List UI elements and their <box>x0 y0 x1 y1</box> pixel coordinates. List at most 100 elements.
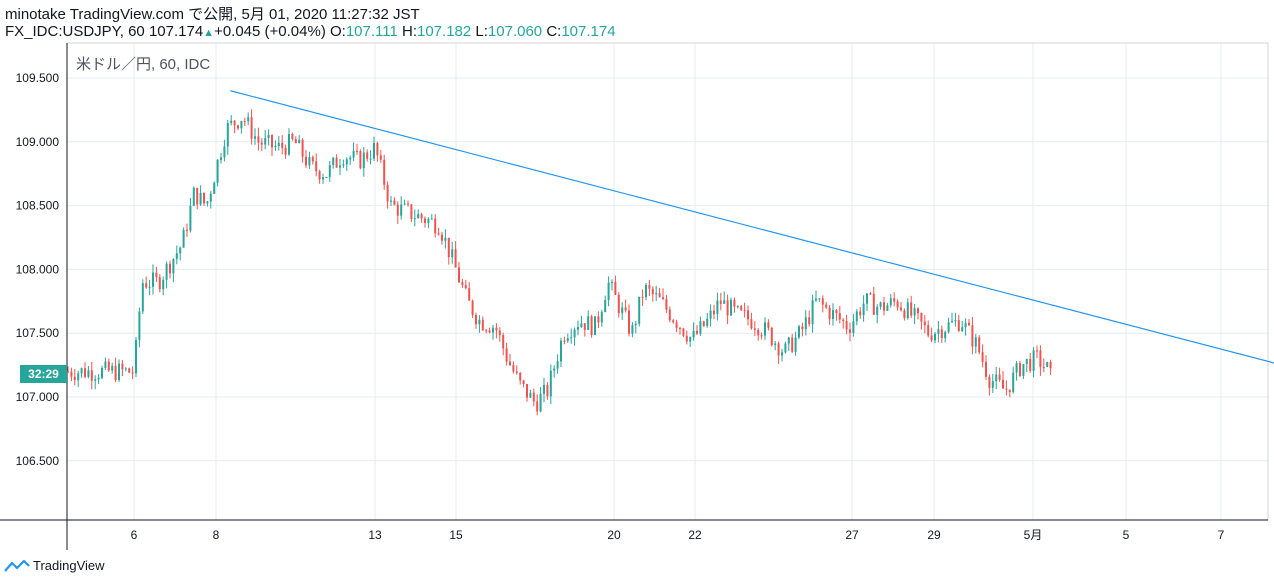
trendline-layer[interactable] <box>230 90 1274 395</box>
tradingview-logo-icon <box>4 559 30 572</box>
candle-body <box>417 214 420 219</box>
candle-body <box>760 335 763 337</box>
candle-body <box>475 315 477 325</box>
candle-body <box>328 165 331 178</box>
candle-body <box>777 343 780 356</box>
candle-body <box>447 237 450 258</box>
candle-body <box>434 218 437 234</box>
candle-body <box>84 368 86 377</box>
candle-body <box>403 203 406 205</box>
candle-body <box>764 322 766 336</box>
candle-body <box>954 320 957 322</box>
candle-body <box>566 338 569 341</box>
candle-body <box>271 135 273 148</box>
candle-body <box>1036 350 1038 352</box>
candle-body <box>454 249 457 268</box>
candle-body <box>352 150 355 158</box>
candle-body <box>80 368 83 374</box>
candle-body <box>536 401 539 412</box>
candle-body <box>689 337 692 342</box>
candle-body <box>390 200 392 202</box>
x-tick-label: 27 <box>845 528 859 542</box>
candle-body <box>458 267 460 283</box>
candle-body <box>594 316 596 336</box>
candle-body <box>512 365 515 372</box>
candle-body <box>821 298 824 305</box>
candle-body <box>811 300 814 325</box>
candle-body <box>893 298 896 302</box>
candle-body <box>97 377 100 380</box>
candle-body <box>1022 364 1025 376</box>
candle-body <box>876 306 879 315</box>
candle-body <box>464 285 467 289</box>
candle-body <box>985 361 987 377</box>
candle-body <box>930 335 933 341</box>
candle-body <box>940 329 943 339</box>
candle-body <box>94 379 97 381</box>
chart-container[interactable]: 109.500 109.000 108.500 108.000 107.500 107.0… <box>0 40 1274 550</box>
candle-body <box>495 327 498 331</box>
candle-body <box>784 343 787 353</box>
candle-body <box>974 337 977 347</box>
candle-body <box>277 142 280 147</box>
candle-body <box>427 219 430 224</box>
candle-body <box>223 146 226 158</box>
candle-body <box>672 320 675 323</box>
grid <box>67 43 1268 520</box>
candle-body <box>430 218 433 220</box>
candle-body <box>740 306 743 310</box>
candle-body <box>1015 363 1018 373</box>
candle-body <box>736 306 739 308</box>
candle-body <box>298 139 301 144</box>
candle-body <box>991 381 994 388</box>
candle-body <box>1012 372 1015 393</box>
publish-info-text: minotake TradingView.com で公開, 5月 01, 202… <box>5 6 420 23</box>
candle-body <box>502 335 505 349</box>
candle-body <box>230 120 233 124</box>
candle-body <box>498 330 501 336</box>
candle-body <box>733 300 736 307</box>
candle-body <box>393 200 396 205</box>
candle-body <box>366 152 369 159</box>
candle-body <box>699 321 702 334</box>
price-chart[interactable]: 109.500 109.000 108.500 108.000 107.500 107.0… <box>0 40 1274 550</box>
candle-body <box>345 159 348 165</box>
candle-body <box>791 337 794 352</box>
symbol-info: FX_IDC:USDJPY, 60 107.174 <box>5 23 204 40</box>
open-value: 107.111 <box>345 23 398 40</box>
candle-body <box>971 325 974 347</box>
candle-body <box>529 392 532 398</box>
candle-body <box>488 330 491 333</box>
candle-body <box>243 121 246 123</box>
candle-body <box>240 121 243 129</box>
high-value: 107.182 <box>417 23 472 40</box>
candle-body <box>964 322 967 328</box>
candle-body <box>981 352 984 362</box>
candle-body <box>570 337 573 339</box>
candle-body <box>651 288 654 295</box>
candle-body <box>519 372 522 381</box>
candle-body <box>546 384 549 397</box>
candle-body <box>461 282 464 286</box>
y-tick-label: 107.000 <box>16 390 60 404</box>
trendline[interactable] <box>230 90 1274 395</box>
candle-body <box>373 142 375 159</box>
footer-branding[interactable]: TradingView <box>4 558 105 573</box>
candle-body <box>835 310 838 314</box>
candle-body <box>213 182 216 194</box>
candle-body <box>556 361 559 369</box>
candle-body <box>400 204 403 216</box>
candle-body <box>192 187 195 206</box>
candle-body <box>825 304 828 308</box>
candle-body <box>158 277 161 290</box>
footer-brand: TradingView <box>33 558 105 573</box>
candle-body <box>889 298 892 306</box>
candle-body <box>692 330 695 338</box>
candle-body <box>379 155 382 160</box>
candle-body <box>770 327 773 345</box>
candle-body <box>104 361 107 368</box>
candle-body <box>131 372 134 374</box>
candle-body <box>281 142 284 148</box>
candle-body <box>288 134 290 155</box>
candle-body <box>849 329 851 333</box>
